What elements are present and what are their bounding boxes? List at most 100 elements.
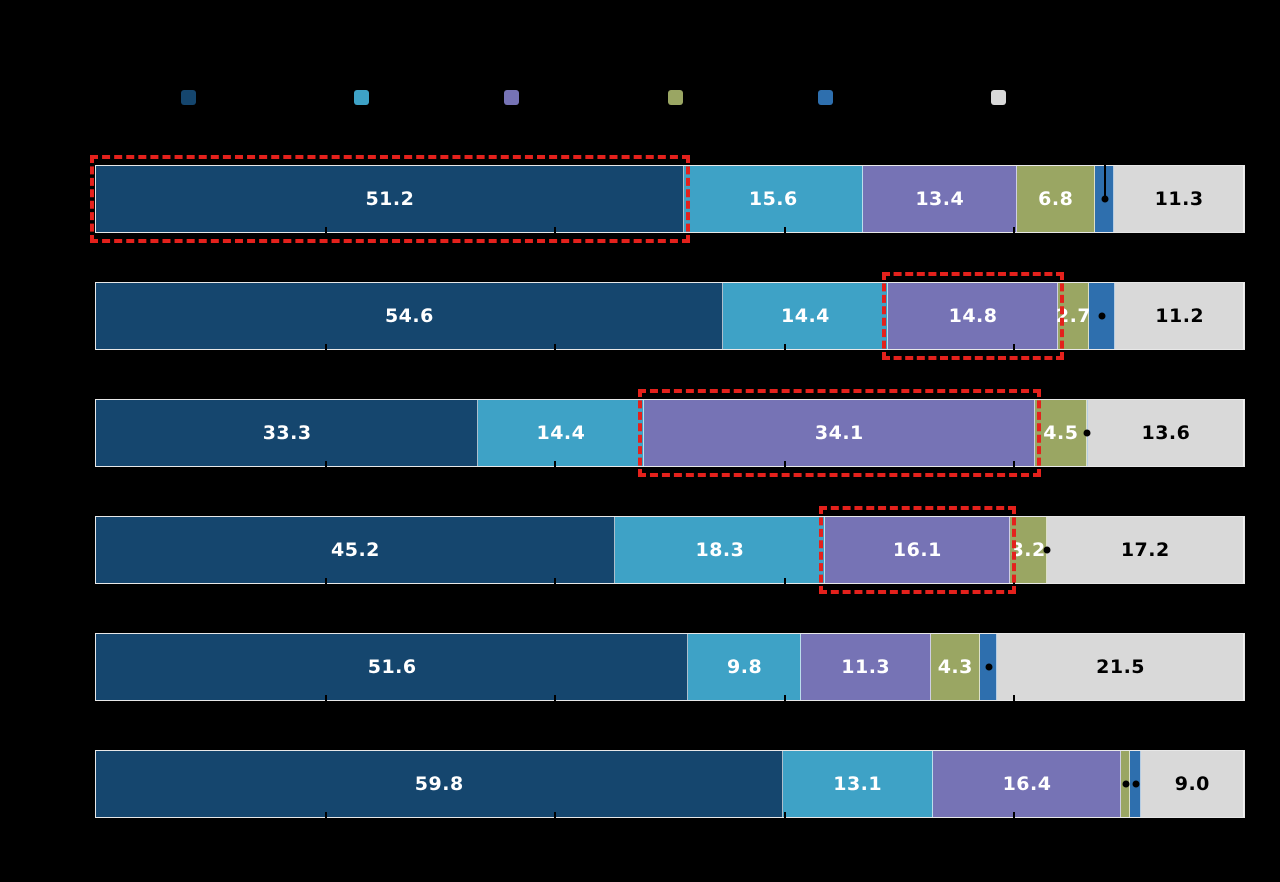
axis-tick (554, 344, 557, 351)
axis-tick (783, 227, 786, 234)
segment-light-blue: 14.4 (478, 400, 644, 466)
segment-value-label: 13.4 (915, 188, 965, 210)
segment-value-label: 14.4 (536, 422, 586, 444)
segment-dark-blue: 51.2 (96, 166, 684, 232)
segment-value-label: 51.6 (367, 656, 417, 678)
legend-swatch-light-blue (354, 90, 369, 105)
segment-value-label: 9.0 (1174, 773, 1210, 795)
segment-olive: 3.2 (1009, 517, 1047, 583)
segment-value-label: 2.7 (1055, 305, 1092, 327)
segment-light-gray: 13.6 (1087, 400, 1244, 466)
marker-dot (1098, 312, 1106, 320)
segment-light-gray: 11.2 (1115, 283, 1244, 349)
axis-tick (1013, 461, 1016, 468)
segment-olive: 6.8 (1016, 166, 1095, 232)
legend-swatch-light-gray (991, 90, 1006, 105)
axis-tick (324, 461, 327, 468)
segment-light-blue: 18.3 (614, 517, 825, 583)
segment-value-label: 16.4 (1002, 773, 1052, 795)
segment-value-label: 11.2 (1155, 305, 1205, 327)
segment-light-blue: 14.4 (722, 283, 889, 349)
segment-olive: 2.7 (1055, 283, 1092, 349)
segment-dark-blue: 54.6 (96, 283, 723, 349)
legend-swatch-purple (504, 90, 519, 105)
segment-light-blue: 9.8 (688, 634, 801, 700)
segment-value-label: 4.3 (937, 656, 973, 678)
bar-row-3: 33.3 14.4 34.1 4.5 13.6 (95, 389, 1245, 477)
legend (0, 0, 1280, 130)
segment-value-label: 45.2 (331, 539, 380, 561)
segment-value-label: 11.3 (841, 656, 891, 678)
segment-value-label: 34.1 (814, 422, 864, 444)
segment-value-label: 3.2 (1010, 539, 1046, 561)
segment-purple: 11.3 (800, 634, 931, 700)
segment-value-label: 21.5 (1096, 656, 1146, 678)
segment-purple: 13.4 (862, 166, 1017, 232)
segment-value-label: 17.2 (1120, 539, 1170, 561)
axis-tick (324, 695, 327, 702)
segment-purple: 34.1 (643, 400, 1036, 466)
marker-dot (1132, 780, 1139, 788)
segment-light-gray: 9.0 (1140, 751, 1244, 817)
axis-tick (783, 812, 786, 819)
segment-light-gray: 11.3 (1114, 166, 1244, 232)
segment-value-label: 54.6 (384, 305, 434, 327)
axis-tick (554, 461, 557, 468)
segment-value-label: 15.6 (748, 188, 798, 210)
segment-value-label: 6.8 (1038, 188, 1074, 210)
marker-dot (1083, 429, 1091, 437)
segment-dark-blue: 45.2 (96, 517, 615, 583)
segment-value-label: 16.1 (892, 539, 942, 561)
segment-dark-blue: 33.3 (96, 400, 479, 466)
axis-tick (783, 695, 786, 702)
axis-tick (554, 695, 557, 702)
axis-tick (324, 227, 327, 234)
segment-light-blue: 15.6 (683, 166, 863, 232)
axis-tick (783, 578, 786, 585)
segment-value-label: 14.4 (781, 305, 830, 327)
bar-row-5: 51.6 9.8 11.3 4.3 21.5 (95, 633, 1245, 702)
axis-tick (1013, 227, 1016, 234)
axis-tick (1013, 812, 1016, 819)
segment-light-gray: 17.2 (1046, 517, 1244, 583)
segment-olive: 4.5 (1035, 400, 1087, 466)
segment-value-label: 13.1 (833, 773, 883, 795)
axis-tick (1013, 578, 1016, 585)
axis-tick (554, 812, 557, 819)
segment-olive: 4.3 (930, 634, 980, 700)
segment-light-gray: 21.5 (997, 634, 1244, 700)
bar-row-4: 45.2 18.3 16.1 3.2 17.2 (95, 506, 1245, 594)
axis-tick (1013, 344, 1016, 351)
segment-dark-blue: 59.8 (96, 751, 783, 817)
segment-value-label: 11.3 (1154, 188, 1204, 210)
segment-value-label: 59.8 (414, 773, 464, 795)
marker-dot (985, 663, 993, 671)
segment-value-label: 9.8 (727, 656, 763, 678)
axis-tick (554, 578, 557, 585)
axis-tick (554, 227, 557, 234)
segment-value-label: 33.3 (262, 422, 312, 444)
segment-purple: 14.8 (888, 283, 1058, 349)
legend-swatch-olive (668, 90, 683, 105)
axis-tick (783, 461, 786, 468)
axis-tick (1013, 695, 1016, 702)
segment-purple: 16.1 (824, 517, 1010, 583)
segment-purple: 16.4 (932, 751, 1122, 817)
segment-value-label: 4.5 (1043, 422, 1079, 444)
marker-dot (1122, 780, 1130, 788)
axis-tick (324, 812, 327, 819)
segment-value-label: 13.6 (1141, 422, 1191, 444)
segment-dark-blue: 51.6 (96, 634, 689, 700)
marker-dot (1101, 195, 1109, 203)
legend-swatch-dark-blue (181, 90, 196, 105)
marker-dot (1043, 546, 1051, 554)
bar-row-6: 59.8 13.1 16.4 9.0 (95, 750, 1245, 819)
segment-value-label: 14.8 (948, 305, 998, 327)
leader-line (1103, 157, 1106, 199)
segment-value-label: 18.3 (695, 539, 745, 561)
axis-tick (324, 578, 327, 585)
legend-swatch-medium-blue (818, 90, 833, 105)
segment-light-blue: 13.1 (782, 751, 933, 817)
